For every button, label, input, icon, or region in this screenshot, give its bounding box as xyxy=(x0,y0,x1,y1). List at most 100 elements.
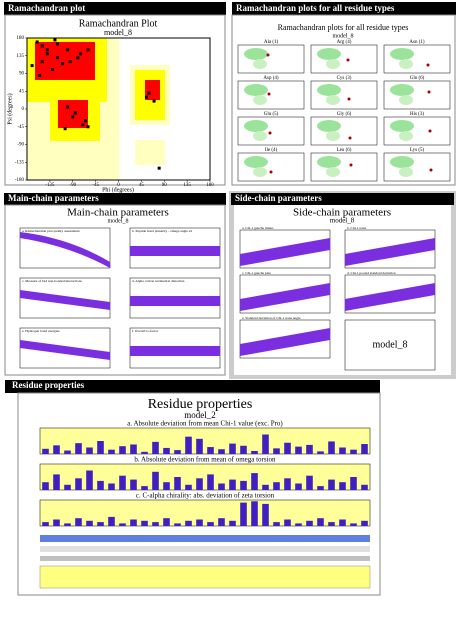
point xyxy=(53,38,57,42)
bar xyxy=(119,523,126,526)
region xyxy=(317,120,341,132)
x-tick-label: 0 xyxy=(117,183,120,188)
bar xyxy=(207,447,214,454)
mini-plot-label: e. Hydrogen bond energies xyxy=(22,329,60,333)
point xyxy=(349,163,353,167)
plot-subtitle: model_8 xyxy=(108,218,129,224)
y-tick-label: 135 xyxy=(17,54,25,59)
bar xyxy=(284,478,291,490)
y-axis-label: Psi (degrees) xyxy=(6,93,13,124)
panel-heading: Ramachandran plot xyxy=(8,3,85,13)
bar xyxy=(53,474,60,490)
bar xyxy=(141,451,148,454)
region xyxy=(390,84,414,96)
point xyxy=(81,123,85,127)
header-bar xyxy=(4,193,226,205)
mini-plot xyxy=(237,80,305,110)
bar xyxy=(306,475,313,490)
band xyxy=(345,238,435,266)
bar xyxy=(42,482,49,490)
point xyxy=(427,90,431,94)
mini-plot xyxy=(383,152,451,182)
bar-chart-bg xyxy=(39,463,371,491)
region xyxy=(35,42,95,80)
point xyxy=(269,170,273,174)
bar xyxy=(97,480,104,490)
x-tick-label: 90 xyxy=(162,183,168,188)
point xyxy=(268,131,272,135)
x-tick-label: 135 xyxy=(183,183,191,188)
track xyxy=(39,565,371,589)
point xyxy=(348,136,352,140)
point xyxy=(56,42,59,46)
point xyxy=(157,166,161,170)
point xyxy=(56,56,59,60)
x-tick-label: 45 xyxy=(139,183,145,188)
bar xyxy=(339,519,346,526)
region xyxy=(390,120,414,132)
bar-chart-bg xyxy=(39,499,371,527)
mini-plot xyxy=(237,152,305,182)
region xyxy=(399,131,413,141)
bar xyxy=(361,520,368,526)
header-bar xyxy=(4,2,226,15)
band xyxy=(345,283,435,311)
bar xyxy=(218,518,225,526)
mini-plot xyxy=(237,44,305,74)
bar xyxy=(317,486,324,490)
bar xyxy=(53,519,60,526)
point xyxy=(86,125,90,129)
region xyxy=(390,156,414,168)
panel-heading: Main-chain parameters xyxy=(8,193,99,203)
bar xyxy=(64,523,71,526)
point xyxy=(40,44,44,48)
bar xyxy=(229,520,236,526)
bar xyxy=(64,450,71,454)
plot-subtitle: model_8 xyxy=(104,28,132,37)
bar xyxy=(218,449,225,454)
point xyxy=(61,62,65,66)
bar xyxy=(262,484,269,490)
box-label: model_8 xyxy=(373,339,408,350)
point xyxy=(86,48,90,52)
band xyxy=(240,328,330,356)
bar xyxy=(141,486,148,490)
bar xyxy=(130,444,137,454)
bar xyxy=(86,470,93,490)
mini-plot-label: c. Measure of bad non-bonded interaction… xyxy=(22,279,83,283)
bar xyxy=(196,438,203,454)
region xyxy=(399,95,413,105)
mini-plot-label: e. Standard deviation of Chi-1 trans ang… xyxy=(242,316,301,320)
mini-plot-label: Gln (6) xyxy=(410,76,425,81)
region xyxy=(244,84,268,96)
region xyxy=(253,167,267,177)
bar xyxy=(240,480,247,490)
point xyxy=(71,115,75,119)
bar xyxy=(284,442,291,454)
bar xyxy=(185,436,192,454)
mini-plot-label: a. Ramachandran plot quality assessment xyxy=(22,229,80,233)
point xyxy=(63,127,67,131)
band xyxy=(240,283,330,311)
point xyxy=(66,105,70,109)
mini-plot-label: a. Chi-1 gauche minus xyxy=(242,226,274,230)
mini-plot xyxy=(383,44,451,74)
mini-plot-label: Ile (4) xyxy=(265,148,278,153)
header-bar xyxy=(5,380,380,393)
bar xyxy=(174,450,181,454)
bar xyxy=(130,519,137,526)
bar xyxy=(339,482,346,490)
bar xyxy=(295,483,302,490)
bar xyxy=(42,522,49,526)
point xyxy=(73,111,77,115)
track xyxy=(40,535,370,542)
label-box xyxy=(344,319,436,371)
x-tick-label: -45 xyxy=(92,183,99,188)
bar xyxy=(361,444,368,454)
region xyxy=(390,48,414,60)
bar xyxy=(42,448,49,454)
region xyxy=(244,48,268,60)
region xyxy=(317,84,341,96)
plot-title: Side-chain parameters xyxy=(293,207,391,219)
